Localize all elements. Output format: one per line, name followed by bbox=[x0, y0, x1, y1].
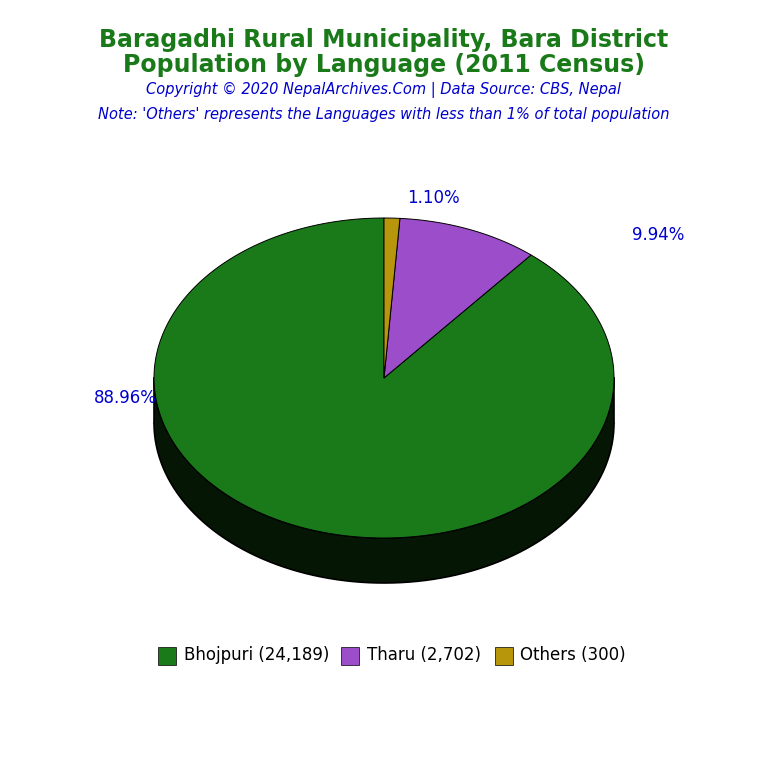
Polygon shape bbox=[154, 379, 614, 583]
Text: Bhojpuri (24,189): Bhojpuri (24,189) bbox=[184, 646, 329, 664]
Text: Tharu (2,702): Tharu (2,702) bbox=[367, 646, 481, 664]
Text: 88.96%: 88.96% bbox=[94, 389, 157, 407]
Bar bbox=[157, 647, 176, 665]
Bar bbox=[341, 647, 359, 665]
Text: 9.94%: 9.94% bbox=[632, 226, 684, 243]
Text: Baragadhi Rural Municipality, Bara District: Baragadhi Rural Municipality, Bara Distr… bbox=[99, 28, 669, 52]
Text: Others (300): Others (300) bbox=[521, 646, 626, 664]
Ellipse shape bbox=[154, 263, 614, 583]
Text: Population by Language (2011 Census): Population by Language (2011 Census) bbox=[123, 53, 645, 77]
Polygon shape bbox=[154, 218, 614, 538]
Polygon shape bbox=[384, 218, 531, 378]
Bar bbox=[495, 647, 512, 665]
Text: 1.10%: 1.10% bbox=[407, 189, 459, 207]
Polygon shape bbox=[384, 218, 400, 378]
Text: Note: 'Others' represents the Languages with less than 1% of total population: Note: 'Others' represents the Languages … bbox=[98, 108, 670, 123]
Text: Copyright © 2020 NepalArchives.Com | Data Source: CBS, Nepal: Copyright © 2020 NepalArchives.Com | Dat… bbox=[147, 82, 621, 98]
